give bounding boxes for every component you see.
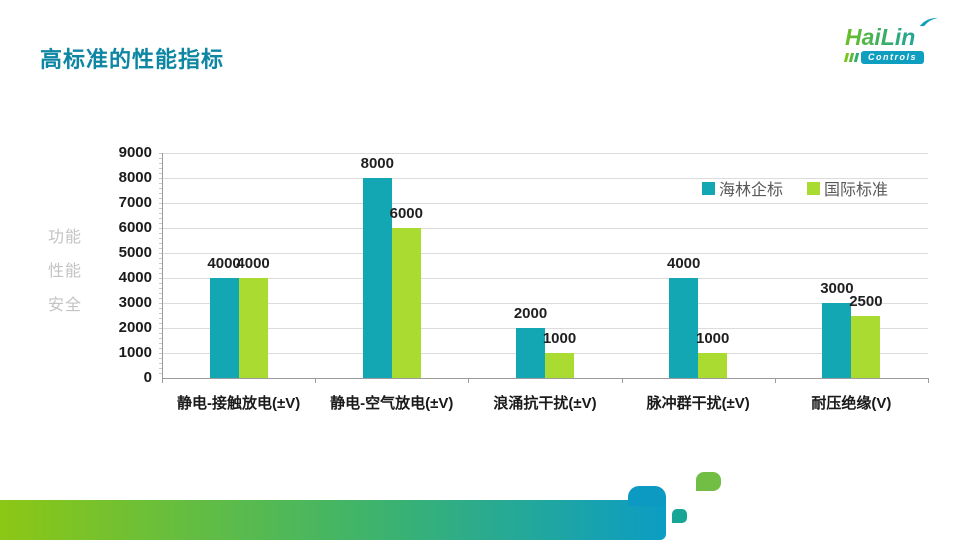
bar-value-label: 4000 — [236, 255, 270, 272]
y-axis-title-line: 性能 — [48, 263, 83, 280]
bar-国际标准-2 — [391, 228, 421, 378]
gridline — [162, 278, 928, 279]
gridline — [162, 228, 928, 229]
gridline — [162, 153, 928, 154]
x-axis-tick — [774, 378, 776, 383]
logo-brand-text: HaiLin — [845, 24, 941, 50]
y-axis-title: 功能 性能 安全 — [48, 221, 82, 323]
bar-value-label: 8000 — [360, 155, 394, 172]
y-tick-label: 9000 — [118, 144, 152, 161]
bar-海林企标-2 — [362, 178, 392, 378]
x-axis-tick — [621, 378, 623, 383]
bar-海林企标-4 — [669, 278, 699, 378]
leaf-icon — [919, 17, 939, 27]
bar-value-label: 3000 — [820, 280, 854, 297]
bar-海林企标-5 — [822, 303, 852, 378]
footer-gradient-bar — [0, 500, 666, 540]
gridline — [162, 253, 928, 254]
y-tick-label: 3000 — [118, 294, 152, 311]
bar-海林企标-1 — [209, 278, 239, 378]
x-axis-line — [162, 378, 929, 379]
x-category-label: 耐压绝缘(V) — [811, 395, 892, 412]
x-axis-tick — [468, 378, 470, 383]
bar-国际标准-1 — [238, 278, 268, 378]
gridline — [162, 203, 928, 204]
y-tick-label: 7000 — [118, 194, 152, 211]
logo-subrow: Controls — [843, 51, 941, 64]
y-tick-label: 0 — [143, 369, 152, 386]
decor-square-large-teal — [628, 486, 666, 506]
bar-国际标准-3 — [545, 353, 574, 378]
y-tick-label: 2000 — [118, 319, 152, 336]
legend: 海林企标 国际标准 — [702, 176, 888, 200]
hailin-logo: HaiLin Controls — [843, 17, 941, 64]
y-axis-minor-ticks — [159, 153, 162, 378]
y-tick-label: 8000 — [118, 169, 152, 186]
x-category-label: 浪涌抗干扰(±V) — [493, 395, 597, 412]
y-axis-line — [162, 153, 163, 379]
bar-value-label: 2500 — [849, 292, 883, 310]
legend-item: 海林企标 — [702, 176, 783, 200]
bar-value-label: 6000 — [389, 205, 423, 222]
y-tick-label: 6000 — [118, 219, 152, 236]
y-axis-title-line: 安全 — [48, 297, 83, 314]
x-category-label: 静电-接触放电(±V) — [176, 395, 301, 412]
x-axis-tick — [928, 378, 929, 383]
legend-item: 国际标准 — [807, 176, 888, 200]
bar-国际标准-4 — [698, 353, 728, 378]
logo-sub-text: Controls — [861, 51, 924, 64]
decor-square-small-teal — [672, 509, 687, 523]
x-category-label: 静电-空气放电(±V) — [330, 395, 454, 412]
bar-value-label: 1000 — [542, 330, 577, 347]
bar-国际标准-5 — [851, 315, 881, 378]
y-tick-label: 1000 — [118, 344, 152, 361]
bar-value-label: 4000 — [667, 255, 701, 272]
gridline — [162, 303, 928, 304]
page-title: 高标准的性能指标 — [40, 47, 225, 72]
y-tick-label: 4000 — [118, 269, 152, 286]
bar-value-label: 4000 — [207, 255, 241, 272]
gridline — [162, 328, 928, 329]
y-axis-title-line: 功能 — [48, 229, 83, 246]
x-category-label: 脉冲群干扰(±V) — [646, 395, 750, 412]
y-tick-label: 5000 — [118, 244, 152, 261]
bar-value-label: 2000 — [513, 305, 548, 322]
legend-swatch-icon — [702, 181, 715, 195]
legend-swatch-icon — [807, 181, 821, 195]
x-axis-tick — [315, 378, 317, 383]
legend-label: 海林企标 — [719, 182, 784, 199]
bar-value-label: 1000 — [696, 330, 730, 347]
gridline — [162, 178, 928, 179]
x-axis-tick — [162, 378, 163, 383]
decor-square-green — [696, 472, 721, 491]
bar-海林企标-3 — [516, 328, 545, 378]
legend-label: 国际标准 — [824, 182, 889, 199]
